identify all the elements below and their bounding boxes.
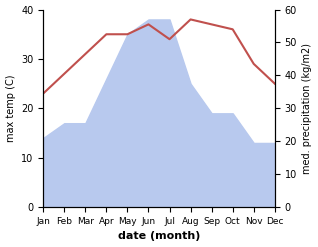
- Y-axis label: med. precipitation (kg/m2): med. precipitation (kg/m2): [302, 43, 313, 174]
- Y-axis label: max temp (C): max temp (C): [5, 75, 16, 142]
- X-axis label: date (month): date (month): [118, 231, 200, 242]
